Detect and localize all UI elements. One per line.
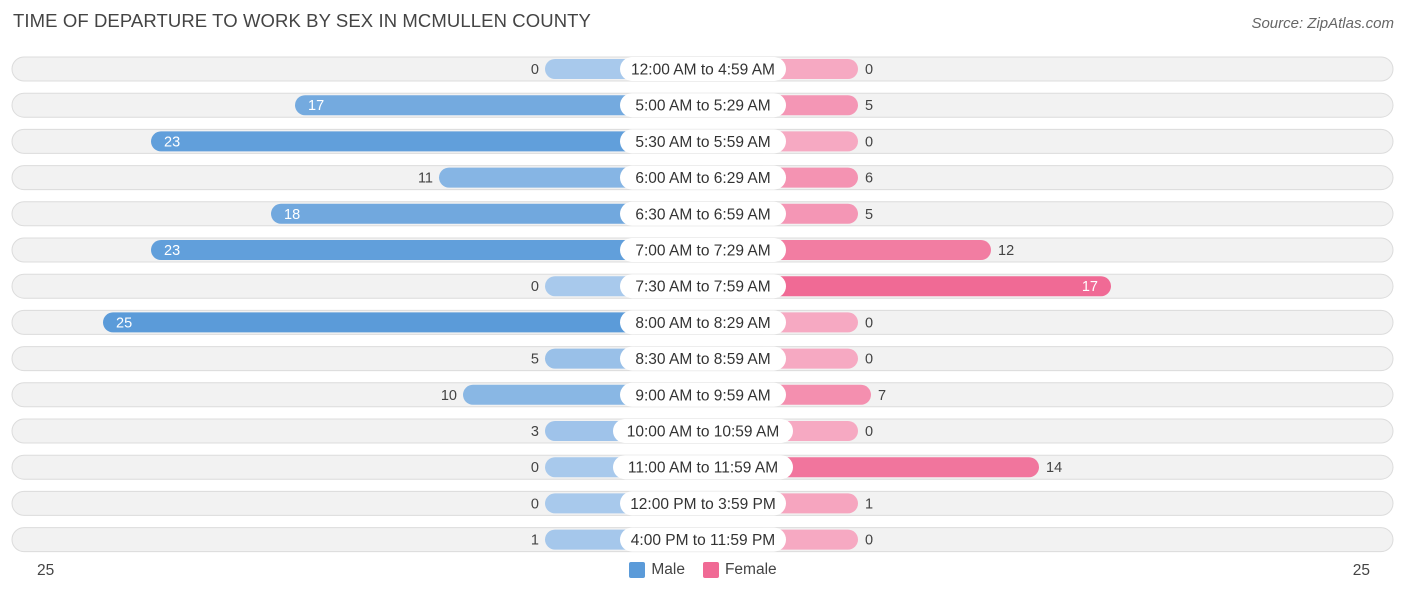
- row-10: 3 0 10:00 AM to 10:59 AM: [11, 418, 1394, 444]
- value-label-male: 0: [531, 496, 539, 512]
- legend-swatch-male: [629, 562, 646, 578]
- category-pill: [620, 346, 786, 371]
- bar-male[interactable]: [295, 95, 703, 116]
- bar-male[interactable]: [103, 312, 703, 333]
- row-8: 5 0 8:30 AM to 8:59 AM: [11, 346, 1394, 372]
- row-4: 18 5 6:30 AM to 6:59 AM: [11, 201, 1394, 227]
- legend-swatch-female: [702, 562, 719, 578]
- row-5: 23 12 7:00 AM to 7:29 AM: [11, 237, 1394, 263]
- value-label-male: 0: [531, 460, 539, 476]
- value-label-female: 7: [878, 388, 886, 404]
- value-label-female: 17: [1082, 279, 1098, 295]
- legend-item-female[interactable]: Female: [702, 561, 777, 579]
- row-9: 10 7 9:00 AM to 9:59 AM: [11, 382, 1394, 408]
- row-13: 1 0 4:00 PM to 11:59 PM: [11, 527, 1394, 553]
- category-pill: [620, 274, 786, 299]
- value-label-male: 5: [531, 352, 539, 368]
- value-label-male: 25: [116, 315, 132, 331]
- legend-item-male[interactable]: Male: [629, 561, 685, 579]
- axis-left-label: 25: [37, 562, 55, 579]
- category-label: 5:00 AM to 5:29 AM: [635, 98, 770, 115]
- category-label: 6:00 AM to 6:29 AM: [635, 170, 770, 187]
- legend: Male Female: [0, 561, 1406, 579]
- value-label-male: 18: [284, 207, 300, 223]
- value-label-female: 0: [865, 315, 873, 331]
- value-label-female: 12: [998, 243, 1014, 259]
- category-label: 9:00 AM to 9:59 AM: [635, 387, 770, 404]
- row-7: 25 0 8:00 AM to 8:29 AM: [11, 309, 1394, 335]
- row-11: 0 14 11:00 AM to 11:59 AM: [11, 454, 1394, 480]
- category-pill: [620, 165, 786, 190]
- category-label: 8:30 AM to 8:59 AM: [635, 351, 770, 368]
- row-2: 23 0 5:30 AM to 5:59 AM: [11, 128, 1394, 154]
- category-pill: [620, 129, 786, 154]
- bar-male[interactable]: [151, 240, 703, 260]
- category-pill: [620, 201, 786, 226]
- bar-female[interactable]: [703, 276, 1111, 297]
- bar-male[interactable]: [271, 203, 703, 224]
- value-label-female: 0: [865, 533, 873, 549]
- category-label: 4:00 PM to 11:59 PM: [631, 532, 775, 549]
- category-label: 12:00 AM to 4:59 AM: [631, 62, 775, 79]
- category-label: 7:00 AM to 7:29 AM: [635, 243, 770, 260]
- row-12: 0 1 12:00 PM to 3:59 PM: [11, 490, 1394, 516]
- value-label-female: 0: [865, 134, 873, 150]
- chart-title: TIME OF DEPARTURE TO WORK BY SEX IN MCMU…: [13, 10, 591, 31]
- value-label-male: 17: [308, 98, 324, 114]
- row-0: 0 0 12:00 AM to 4:59 AM: [11, 56, 1394, 82]
- category-label: 7:30 AM to 7:59 AM: [635, 279, 770, 296]
- value-label-female: 6: [865, 171, 873, 187]
- value-label-male: 3: [531, 424, 539, 440]
- category-pill: [620, 238, 786, 262]
- category-pill: [613, 455, 793, 480]
- value-label-female: 0: [865, 62, 873, 78]
- value-label-male: 1: [531, 533, 539, 549]
- category-pill: [620, 491, 786, 516]
- category-label: 8:00 AM to 8:29 AM: [635, 315, 770, 332]
- row-3: 11 6 6:00 AM to 6:29 AM: [11, 165, 1394, 191]
- category-label: 5:30 AM to 5:59 AM: [635, 134, 770, 151]
- category-label: 10:00 AM to 10:59 AM: [627, 424, 780, 441]
- value-label-male: 0: [531, 62, 539, 78]
- row-1: 17 5 5:00 AM to 5:29 AM: [11, 92, 1394, 118]
- legend-label-male: Male: [651, 561, 685, 578]
- value-label-male: 11: [418, 171, 433, 187]
- category-label: 11:00 AM to 11:59 AM: [628, 460, 778, 477]
- category-pill: [620, 310, 786, 335]
- value-label-female: 0: [865, 424, 873, 440]
- value-label-female: 0: [865, 352, 873, 368]
- value-label-female: 1: [865, 496, 873, 512]
- value-label-female: 5: [865, 98, 873, 114]
- category-pill: [620, 527, 786, 552]
- value-label-male: 10: [441, 388, 457, 404]
- category-label: 6:30 AM to 6:59 AM: [635, 206, 770, 223]
- category-pill: [620, 57, 786, 81]
- value-label-male: 23: [164, 134, 180, 150]
- value-label-female: 14: [1046, 460, 1062, 476]
- legend-label-female: Female: [724, 561, 777, 578]
- category-label: 12:00 PM to 3:59 PM: [630, 496, 776, 513]
- value-label-male: 23: [164, 243, 180, 259]
- value-label-female: 5: [865, 207, 873, 223]
- row-6: 0 17 7:30 AM to 7:59 AM: [11, 273, 1394, 299]
- category-pill: [613, 419, 793, 443]
- value-label-male: 0: [531, 279, 539, 295]
- source-label: Source: ZipAtlas.com: [1251, 15, 1394, 32]
- bar-male[interactable]: [151, 131, 703, 152]
- category-pill: [620, 382, 786, 407]
- axis-right-label: 25: [1352, 562, 1370, 579]
- category-pill: [620, 93, 786, 118]
